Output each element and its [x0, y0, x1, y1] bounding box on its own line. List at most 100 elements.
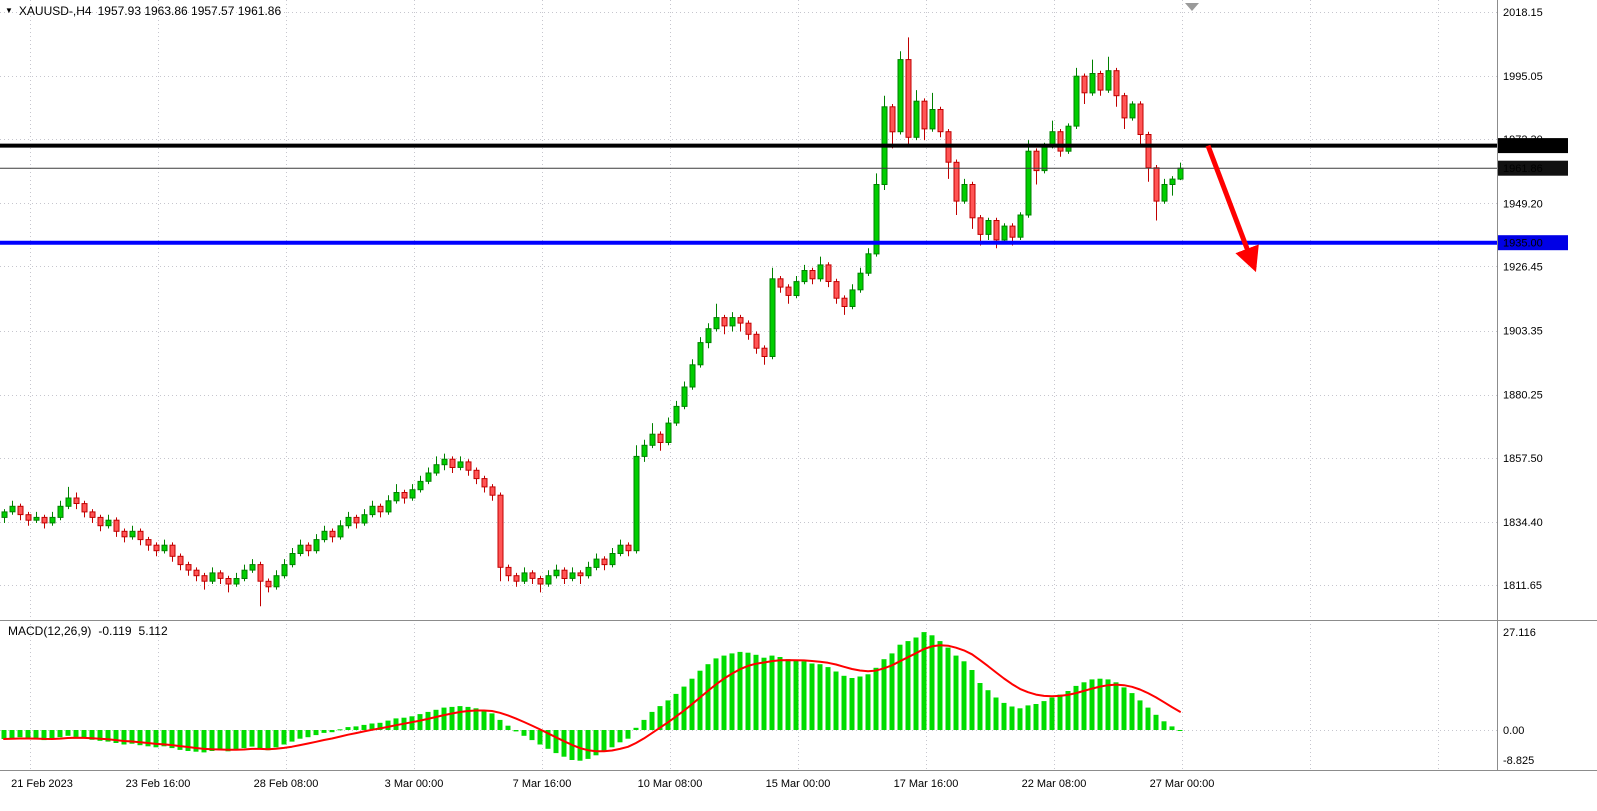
candle-body [441, 458, 448, 466]
time-axis-label: 21 Feb 2023 [11, 778, 73, 790]
macd-histogram-bar [113, 730, 119, 743]
macd-histogram-bar [169, 730, 175, 749]
candle-body [905, 59, 912, 138]
time-axis-label: 17 Mar 16:00 [894, 778, 959, 790]
macd-histogram-bar [89, 730, 95, 740]
macd-histogram-bar [841, 675, 847, 730]
price-axis-label: 1811.65 [1503, 580, 1542, 592]
price-level-lines[interactable] [0, 143, 1497, 245]
candle-body [217, 572, 224, 579]
time-axis-label: 22 Mar 08:00 [1022, 778, 1087, 790]
candle-body [985, 220, 992, 235]
macd-histogram-bar [593, 730, 599, 756]
macd-histogram-bar [1169, 726, 1175, 730]
macd-histogram-bar [273, 730, 279, 748]
candle-body [73, 497, 80, 504]
price-axis-label: 1834.40 [1503, 517, 1543, 529]
chart-shift-marker-icon[interactable] [1185, 3, 1199, 11]
candle-body [617, 544, 624, 555]
sell-signal-arrow[interactable] [1205, 144, 1259, 273]
macd-axis-label: 27.116 [1503, 627, 1536, 639]
macd-histogram-bar [313, 730, 319, 736]
macd-histogram-bar [521, 730, 527, 736]
candle-body [305, 544, 312, 552]
macd-histogram-bar [433, 709, 439, 730]
macd-histogram-bar [1049, 697, 1055, 730]
candle-body [953, 161, 960, 202]
candle-body [1169, 178, 1176, 186]
candle-body [489, 486, 496, 496]
macd-histogram-bar [1097, 678, 1103, 730]
candle-body [393, 492, 400, 502]
macd-histogram-bar [945, 647, 951, 730]
candle-body [737, 317, 744, 324]
price-axis-label: 1880.25 [1503, 390, 1543, 402]
macd-histogram-bar [33, 730, 39, 740]
candle-body [337, 525, 344, 538]
macd-histogram-bar [969, 670, 975, 730]
panel-separators [0, 0, 1597, 771]
candle-body [41, 516, 48, 524]
macd-histogram-bar [361, 724, 367, 730]
macd-histogram-bar [545, 730, 551, 749]
macd-histogram-bar [537, 730, 543, 745]
candle-body [993, 220, 1000, 241]
macd-histogram-bar [785, 659, 791, 730]
macd-histogram-bar [377, 722, 383, 730]
macd-histogram-bar [425, 711, 431, 730]
macd-histogram-bar [665, 700, 671, 730]
macd-histogram-bar [993, 697, 999, 730]
macd-histogram-bar [209, 730, 215, 751]
macd-histogram-bar [577, 730, 583, 761]
macd-histogram-bar [1137, 700, 1143, 730]
candle-body [729, 317, 736, 327]
candle-body [9, 505, 16, 513]
arrow-annotation[interactable] [1205, 144, 1259, 273]
price-axis[interactable]: 2018.151995.051972.301949.201926.451903.… [1503, 7, 1543, 767]
macd-histogram-bar [1073, 685, 1079, 730]
candle-body [1153, 167, 1160, 202]
candle-body [225, 578, 232, 585]
candle-body [545, 575, 552, 585]
candle-body [537, 578, 544, 585]
candle-body [681, 386, 688, 407]
candle-body [657, 433, 664, 444]
macd-histogram-bar [345, 727, 351, 730]
macd-histogram-bar [913, 637, 919, 730]
candle-body [449, 458, 456, 469]
macd-histogram-bar [321, 730, 327, 733]
candle-body [1105, 70, 1112, 91]
macd-histogram-bar [681, 686, 687, 730]
candle-body [1177, 167, 1184, 180]
macd-histogram-bar [145, 730, 151, 747]
candle-body [57, 505, 64, 518]
macd-histogram-bar [505, 725, 511, 730]
price-axis-label: 2018.15 [1503, 7, 1543, 19]
macd-histogram-bar [1009, 706, 1015, 730]
macd-histogram-bar [1001, 702, 1007, 730]
macd-signal-line [3, 644, 1181, 753]
candle-body [465, 461, 472, 471]
candlestick-series [1, 37, 1184, 607]
macd-histogram-bar [977, 683, 983, 730]
candle-body [1081, 75, 1088, 94]
macd-histogram-bar [1, 730, 7, 739]
time-axis[interactable]: 21 Feb 2023 23 Feb 16:00 28 Feb 08:00 3 Mar… [11, 778, 1214, 790]
candle-body [185, 564, 192, 571]
macd-histogram-bar [1153, 714, 1159, 730]
macd-histogram-bar [97, 730, 103, 741]
candle-body [1025, 150, 1032, 216]
candle-body [625, 544, 632, 552]
candle-body [113, 519, 120, 532]
macd-histogram-bar [1081, 682, 1087, 730]
macd-histogram-bar [73, 730, 79, 737]
candle-body [601, 558, 608, 566]
macd-histogram-bar [65, 730, 71, 736]
candle-body [1073, 75, 1080, 127]
candle-body [1137, 103, 1144, 135]
macd-histogram-bar [1065, 691, 1071, 730]
macd-histogram-bar [561, 730, 567, 757]
time-axis-label: 10 Mar 08:00 [638, 778, 703, 790]
macd-histogram-bar [1041, 701, 1047, 730]
